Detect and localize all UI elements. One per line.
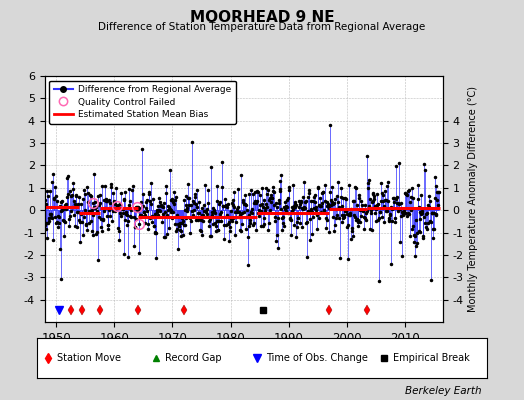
Text: Record Gap: Record Gap: [165, 353, 222, 363]
Text: Berkeley Earth: Berkeley Earth: [406, 386, 482, 396]
Legend: Difference from Regional Average, Quality Control Failed, Estimated Station Mean: Difference from Regional Average, Qualit…: [49, 80, 236, 124]
Y-axis label: Monthly Temperature Anomaly Difference (°C): Monthly Temperature Anomaly Difference (…: [468, 86, 478, 312]
Text: Empirical Break: Empirical Break: [392, 353, 470, 363]
Text: Difference of Station Temperature Data from Regional Average: Difference of Station Temperature Data f…: [99, 22, 425, 32]
Text: Station Move: Station Move: [57, 353, 121, 363]
Text: MOORHEAD 9 NE: MOORHEAD 9 NE: [190, 10, 334, 25]
Text: Time of Obs. Change: Time of Obs. Change: [267, 353, 368, 363]
